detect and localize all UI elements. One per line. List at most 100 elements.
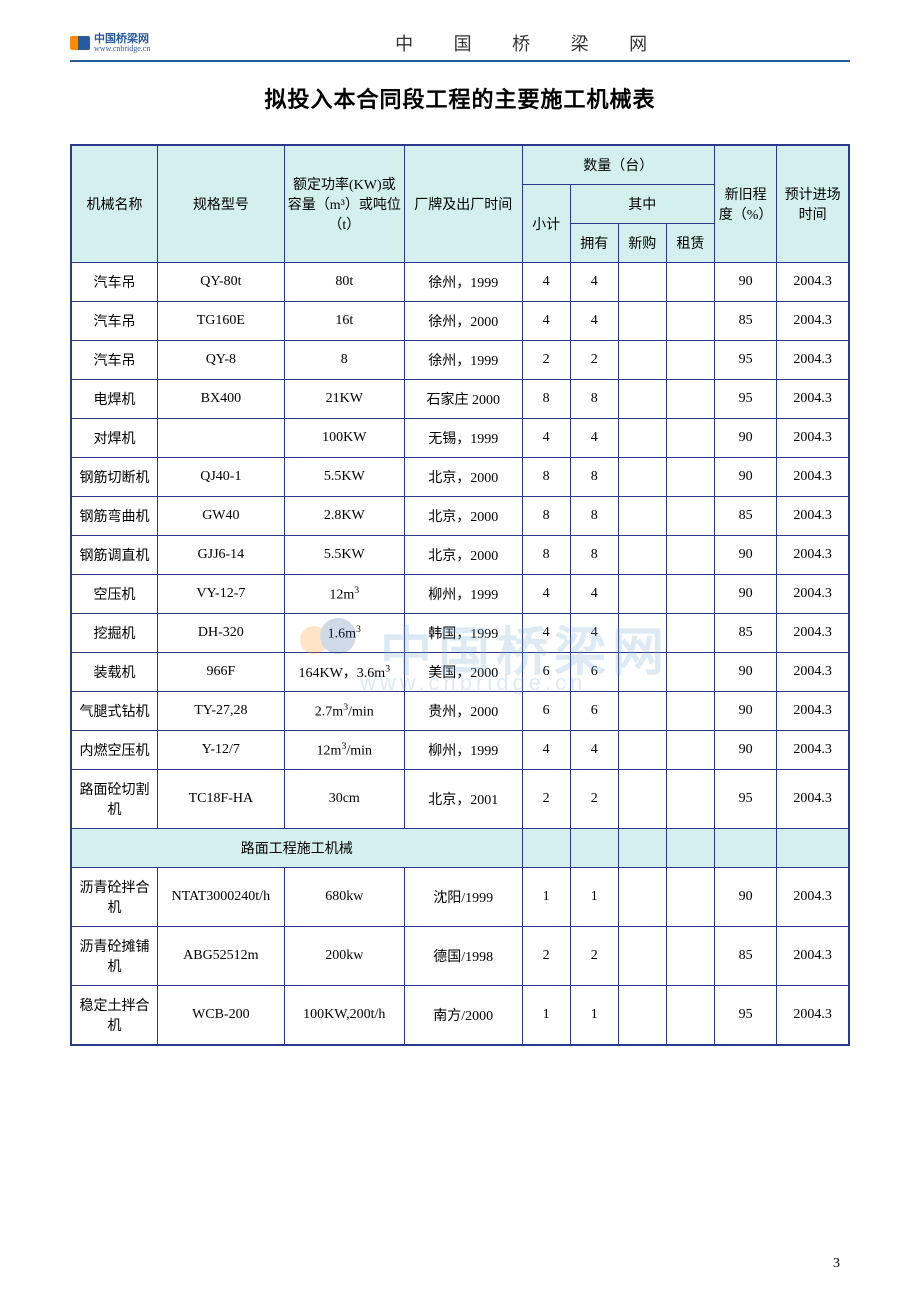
- cell-sub: 4: [522, 731, 570, 770]
- cell-model: NTAT3000240t/h: [158, 868, 285, 927]
- cell-power: 100KW: [284, 419, 404, 458]
- cell-factory: 沈阳/1999: [404, 868, 522, 927]
- cell-power: 100KW,200t/h: [284, 986, 404, 1046]
- cell-factory: 北京，2000: [404, 497, 522, 536]
- col-own: 拥有: [570, 224, 618, 263]
- cell-power: 80t: [284, 263, 404, 302]
- col-subtotal: 小计: [522, 185, 570, 263]
- cell-model: QJ40-1: [158, 458, 285, 497]
- cell-new: [618, 986, 666, 1046]
- cell-rent: [666, 770, 714, 829]
- cell-own: 6: [570, 653, 618, 692]
- cell-time: 2004.3: [777, 497, 849, 536]
- cell-cond: 90: [714, 731, 776, 770]
- cell-sub: 6: [522, 692, 570, 731]
- cell-own: 4: [570, 614, 618, 653]
- cell-sub: 2: [522, 927, 570, 986]
- cell-cond: 90: [714, 575, 776, 614]
- cell-rent: [666, 341, 714, 380]
- cell-factory: 柳州，1999: [404, 575, 522, 614]
- cell-time: 2004.3: [777, 458, 849, 497]
- cell-power: 16t: [284, 302, 404, 341]
- table-row: 对焊机100KW无锡，199944902004.3: [71, 419, 849, 458]
- cell-model: BX400: [158, 380, 285, 419]
- cell-cond: 95: [714, 380, 776, 419]
- cell-new: [618, 341, 666, 380]
- cell-time: 2004.3: [777, 653, 849, 692]
- cell-time: 2004.3: [777, 692, 849, 731]
- cell-sub: 2: [522, 341, 570, 380]
- cell-cond: 85: [714, 302, 776, 341]
- table-header: 机械名称 规格型号 额定功率(KW)或容量（m³）或吨位（t） 厂牌及出厂时间 …: [71, 145, 849, 263]
- col-factory: 厂牌及出厂时间: [404, 145, 522, 263]
- cell-time: 2004.3: [777, 731, 849, 770]
- cell-rent: [666, 380, 714, 419]
- cell-name: 钢筋弯曲机: [71, 497, 158, 536]
- table-row: 沥青砼拌合机NTAT3000240t/h680kw沈阳/199911902004…: [71, 868, 849, 927]
- cell-cond: 90: [714, 653, 776, 692]
- cell-new: [618, 302, 666, 341]
- cell-rent: [666, 458, 714, 497]
- cell-cond: 85: [714, 497, 776, 536]
- cell-rent: [666, 614, 714, 653]
- cell-factory: 石家庄 2000: [404, 380, 522, 419]
- cell-own: 4: [570, 731, 618, 770]
- cell-own: 4: [570, 302, 618, 341]
- cell-rent: [666, 497, 714, 536]
- cell-own: 8: [570, 497, 618, 536]
- cell-name: 沥青砼摊铺机: [71, 927, 158, 986]
- cell-time: 2004.3: [777, 927, 849, 986]
- cell-rent: [666, 731, 714, 770]
- cell-model: QY-8: [158, 341, 285, 380]
- cell-factory: 贵州，2000: [404, 692, 522, 731]
- section-header-cell: 路面工程施工机械: [71, 829, 522, 868]
- cell-rent: [666, 302, 714, 341]
- logo-url-text: www.cnbridge.cn: [94, 45, 150, 53]
- cell-rent: [666, 868, 714, 927]
- table-row: 电焊机BX40021KW石家庄 200088952004.3: [71, 380, 849, 419]
- cell-name: 汽车吊: [71, 302, 158, 341]
- site-logo: 中国桥梁网 www.cnbridge.cn: [70, 34, 150, 53]
- page-number: 3: [833, 1256, 840, 1272]
- cell-time: 2004.3: [777, 263, 849, 302]
- machinery-table: 机械名称 规格型号 额定功率(KW)或容量（m³）或吨位（t） 厂牌及出厂时间 …: [70, 144, 850, 1046]
- cell-sub: 4: [522, 614, 570, 653]
- cell-time: 2004.3: [777, 614, 849, 653]
- cell-time: 2004.3: [777, 536, 849, 575]
- cell-sub: 8: [522, 536, 570, 575]
- cell-cond: 85: [714, 927, 776, 986]
- col-arrive: 预计进场时间: [777, 145, 849, 263]
- cell-model: VY-12-7: [158, 575, 285, 614]
- cell-cond: 90: [714, 692, 776, 731]
- page: 中国桥梁网 www.cnbridge.cn 中 国 桥 梁 网 拟投入本合同段工…: [0, 0, 920, 1302]
- cell-name: 空压机: [71, 575, 158, 614]
- cell-model: 966F: [158, 653, 285, 692]
- cell-name: 汽车吊: [71, 341, 158, 380]
- cell-sub: 8: [522, 497, 570, 536]
- cell-own: 4: [570, 263, 618, 302]
- cell-time: 2004.3: [777, 770, 849, 829]
- cell-power: 2.7m3/min: [284, 692, 404, 731]
- cell-power: 8: [284, 341, 404, 380]
- cell-model: DH-320: [158, 614, 285, 653]
- col-new: 新购: [618, 224, 666, 263]
- cell-factory: 德国/1998: [404, 927, 522, 986]
- cell-name: 电焊机: [71, 380, 158, 419]
- cell-rent: [666, 653, 714, 692]
- table-row: 汽车吊TG160E16t徐州，200044852004.3: [71, 302, 849, 341]
- cell-own: 1: [570, 986, 618, 1046]
- cell-cond: 95: [714, 986, 776, 1046]
- cell-power: 12m3/min: [284, 731, 404, 770]
- table-row: 钢筋切断机QJ40-15.5KW北京，200088902004.3: [71, 458, 849, 497]
- cell-rent: [666, 986, 714, 1046]
- table-row: 稳定土拌合机WCB-200100KW,200t/h南方/200011952004…: [71, 986, 849, 1046]
- cell-own: 8: [570, 380, 618, 419]
- cell-name: 气腿式钻机: [71, 692, 158, 731]
- table-row: 内燃空压机Y-12/712m3/min柳州，199944902004.3: [71, 731, 849, 770]
- cell-own: 8: [570, 536, 618, 575]
- cell-factory: 徐州，2000: [404, 302, 522, 341]
- cell-sub: 1: [522, 986, 570, 1046]
- header-site-title: 中 国 桥 梁 网: [150, 30, 850, 56]
- cell-name: 对焊机: [71, 419, 158, 458]
- cell-factory: 柳州，1999: [404, 731, 522, 770]
